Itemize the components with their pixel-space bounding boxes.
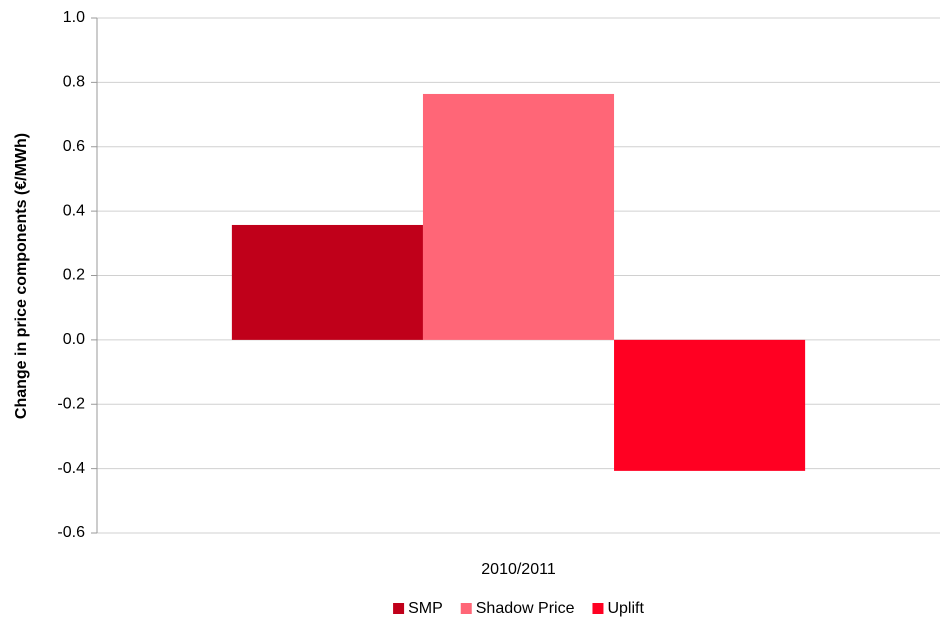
bar <box>231 224 423 340</box>
y-tick-label: 0.6 <box>63 138 85 155</box>
y-tick-label: 1.0 <box>63 9 85 26</box>
y-tick-label: 0.0 <box>63 331 85 348</box>
y-tick-label: 0.4 <box>63 202 85 219</box>
y-tick-label: 0.8 <box>63 74 85 91</box>
legend-swatch <box>592 603 604 614</box>
y-tick-label: -0.6 <box>57 524 85 541</box>
legend-swatch <box>393 603 405 614</box>
legend-label: Uplift <box>607 600 644 617</box>
legend-label: Shadow Price <box>476 600 575 617</box>
legend-swatch <box>460 603 472 614</box>
y-axis-label: Change in price components (€/MWh) <box>13 133 30 419</box>
legend-label: SMP <box>408 600 443 617</box>
y-tick-label: 0.2 <box>63 267 85 284</box>
x-tick-label: 2010/2011 <box>481 561 556 578</box>
bar <box>422 93 615 340</box>
y-tick-label: -0.4 <box>57 460 85 477</box>
y-tick-label: -0.2 <box>57 395 85 412</box>
bar <box>614 339 806 471</box>
